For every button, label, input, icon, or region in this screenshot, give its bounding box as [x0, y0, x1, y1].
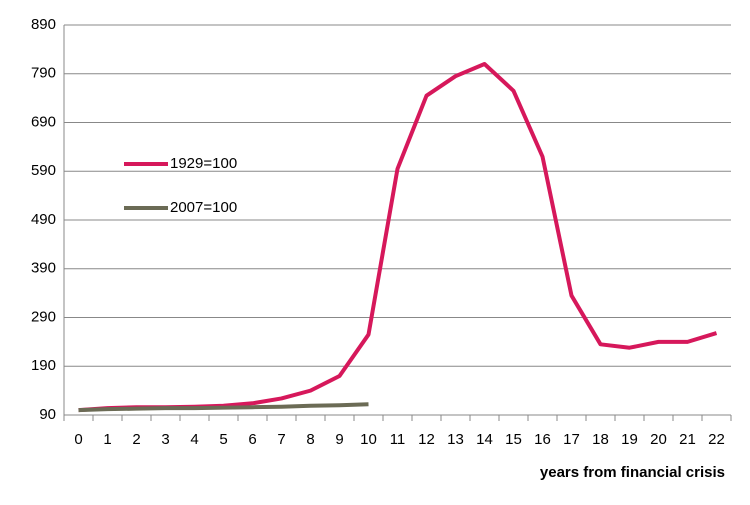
x-tick-label: 21 — [679, 431, 696, 448]
y-tick-label: 390 — [31, 260, 56, 277]
x-tick-label: 19 — [621, 431, 638, 448]
x-tick-label: 11 — [390, 431, 406, 448]
x-tick-label: 1 — [103, 431, 111, 448]
x-tick-label: 4 — [190, 431, 198, 448]
y-tick-label: 490 — [31, 211, 56, 228]
y-tick-label: 690 — [31, 113, 56, 130]
x-tick-label: 3 — [161, 431, 169, 448]
x-tick-label: 16 — [534, 431, 551, 448]
x-tick-label: 5 — [219, 431, 227, 448]
x-tick-label: 9 — [335, 431, 343, 448]
series-line — [78, 62, 718, 413]
y-tick-label: 590 — [31, 162, 56, 179]
x-tick-label: 15 — [505, 431, 522, 448]
legend-label: 1929=100 — [170, 155, 237, 172]
x-tick-label: 14 — [476, 431, 493, 448]
x-tick-label: 22 — [708, 431, 725, 448]
legend-label: 2007=100 — [170, 199, 237, 216]
x-tick-label: 0 — [74, 431, 82, 448]
x-tick-label: 2 — [132, 431, 140, 448]
x-tick-label: 18 — [592, 431, 609, 448]
x-tick-label: 10 — [360, 431, 377, 448]
x-tick-label: 20 — [650, 431, 667, 448]
x-tick-label: 7 — [277, 431, 285, 448]
x-tick-label: 13 — [447, 431, 464, 448]
y-tick-label: 90 — [39, 406, 56, 423]
x-tick-label: 8 — [306, 431, 314, 448]
y-tick-label: 190 — [31, 357, 56, 374]
y-tick-label: 790 — [31, 65, 56, 82]
x-axis-label: years from financial crisis — [540, 464, 725, 481]
x-tick-label: 12 — [418, 431, 435, 448]
y-tick-label: 290 — [31, 308, 56, 325]
x-tick-label: 6 — [248, 431, 256, 448]
series-line — [78, 402, 369, 413]
x-tick-label: 17 — [563, 431, 580, 448]
y-tick-label: 890 — [31, 16, 56, 33]
